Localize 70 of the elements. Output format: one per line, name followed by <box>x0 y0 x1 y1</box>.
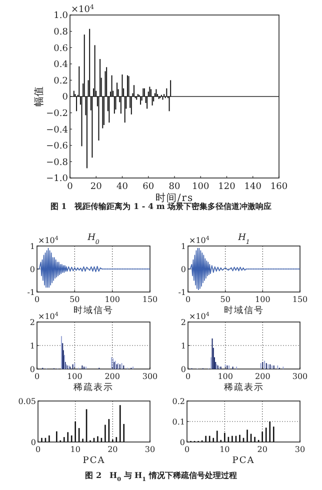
y-axis-title: 幅值 <box>33 86 45 106</box>
y-tick-label: 1 <box>30 341 35 350</box>
x-axis-title: 稀疏表示 <box>74 382 114 393</box>
x-tick-label: 300 <box>142 372 158 381</box>
y-tick-label: −1.0 <box>46 174 68 184</box>
x-tick-label: 300 <box>292 372 308 381</box>
y-tick-label: -1 <box>178 288 186 297</box>
caption: 图 2 H$_{0}$ 与 H$_{1}$ 情况下稀疏信号处理过程 <box>85 470 237 483</box>
y-tick-label: −0.4 <box>46 125 68 136</box>
x-tick-label: 60 <box>142 182 154 192</box>
x-tick-label: 120 <box>218 182 236 192</box>
x-axis-title: PCA <box>232 456 255 466</box>
x-tick-label: 50 <box>70 295 80 304</box>
x-tick-label: 100 <box>67 372 82 381</box>
y-tick-label: 0.6 <box>54 44 68 54</box>
y-tick-label: 2 <box>30 318 35 327</box>
x-tick-label: 200 <box>255 372 270 381</box>
y-tick-label: 0 <box>180 264 186 274</box>
y-tick-label: 1.0 <box>54 11 68 22</box>
x-tick-label: 30 <box>294 445 306 454</box>
annotation: ×10$^{4}$ <box>71 4 94 15</box>
text: ×10$^{4}$ <box>38 311 59 321</box>
y-tick-label: 0 <box>180 438 185 447</box>
caption: 图 1 视距传输距离为 1 - 4 m 场景下密集多径信道冲激响应 <box>50 201 272 211</box>
x-tick-label: 100 <box>192 182 210 192</box>
text: ×10$^{4}$ <box>38 235 59 245</box>
x-tick-label: 100 <box>104 295 120 304</box>
x-tick-label: 30 <box>144 445 156 454</box>
y-tick-label: −0.6 <box>46 142 68 152</box>
text: ×10$^{4}$ <box>189 235 210 245</box>
y-tick-label: 0.2 <box>54 76 68 86</box>
y-tick-label: −0.8 <box>46 158 68 168</box>
y-tick-label: 0 <box>62 92 68 103</box>
x-tick-label: 80 <box>168 182 180 192</box>
y-tick-label: 0.8 <box>54 27 68 38</box>
x-tick-label: 20 <box>257 445 268 454</box>
x-axis-title: 时域信号 <box>74 305 114 316</box>
x-tick-label: 100 <box>218 372 233 381</box>
y-tick-label: −0.2 <box>46 108 68 119</box>
x-axis-title: 时域信号 <box>224 305 264 316</box>
x-axis-title: PCA <box>82 456 106 466</box>
chart-title: H$_{1}$ <box>237 233 250 246</box>
x-tick-label: 10 <box>70 445 80 454</box>
y-tick-label: 0.2 <box>172 396 185 406</box>
x-tick-label: 50 <box>220 295 230 304</box>
y-tick-label: 0.1 <box>172 417 185 426</box>
y-tick-label: 0.05 <box>18 396 36 406</box>
x-axis-title: 稀疏表示 <box>224 382 264 393</box>
y-tick-label: 0 <box>180 364 186 374</box>
y-tick-label: 0 <box>30 364 35 374</box>
y-tick-label: 1 <box>30 242 35 251</box>
x-tick-label: 40 <box>116 182 128 192</box>
x-tick-label: 100 <box>255 295 270 304</box>
text: ×10$^{4}$ <box>189 311 210 321</box>
x-tick-label: 10 <box>220 445 230 454</box>
y-tick-label: 0 <box>30 438 36 447</box>
y-tick-label: -1 <box>27 288 35 297</box>
x-tick-label: 20 <box>108 445 118 454</box>
x-tick-label: 160 <box>270 182 288 192</box>
chart-title: H$_{0}$ <box>86 233 100 246</box>
x-tick-label: 20 <box>90 182 102 192</box>
x-tick-label: 150 <box>292 295 308 304</box>
x-tick-label: 150 <box>142 295 158 304</box>
y-tick-label: 0 <box>30 264 35 274</box>
y-tick-label: 1 <box>180 341 186 350</box>
y-tick-label: 1 <box>180 242 186 251</box>
x-tick-label: 140 <box>244 182 262 192</box>
x-tick-label: 200 <box>104 372 120 381</box>
y-tick-label: 2 <box>180 318 186 327</box>
y-tick-label: 0.4 <box>54 60 68 70</box>
